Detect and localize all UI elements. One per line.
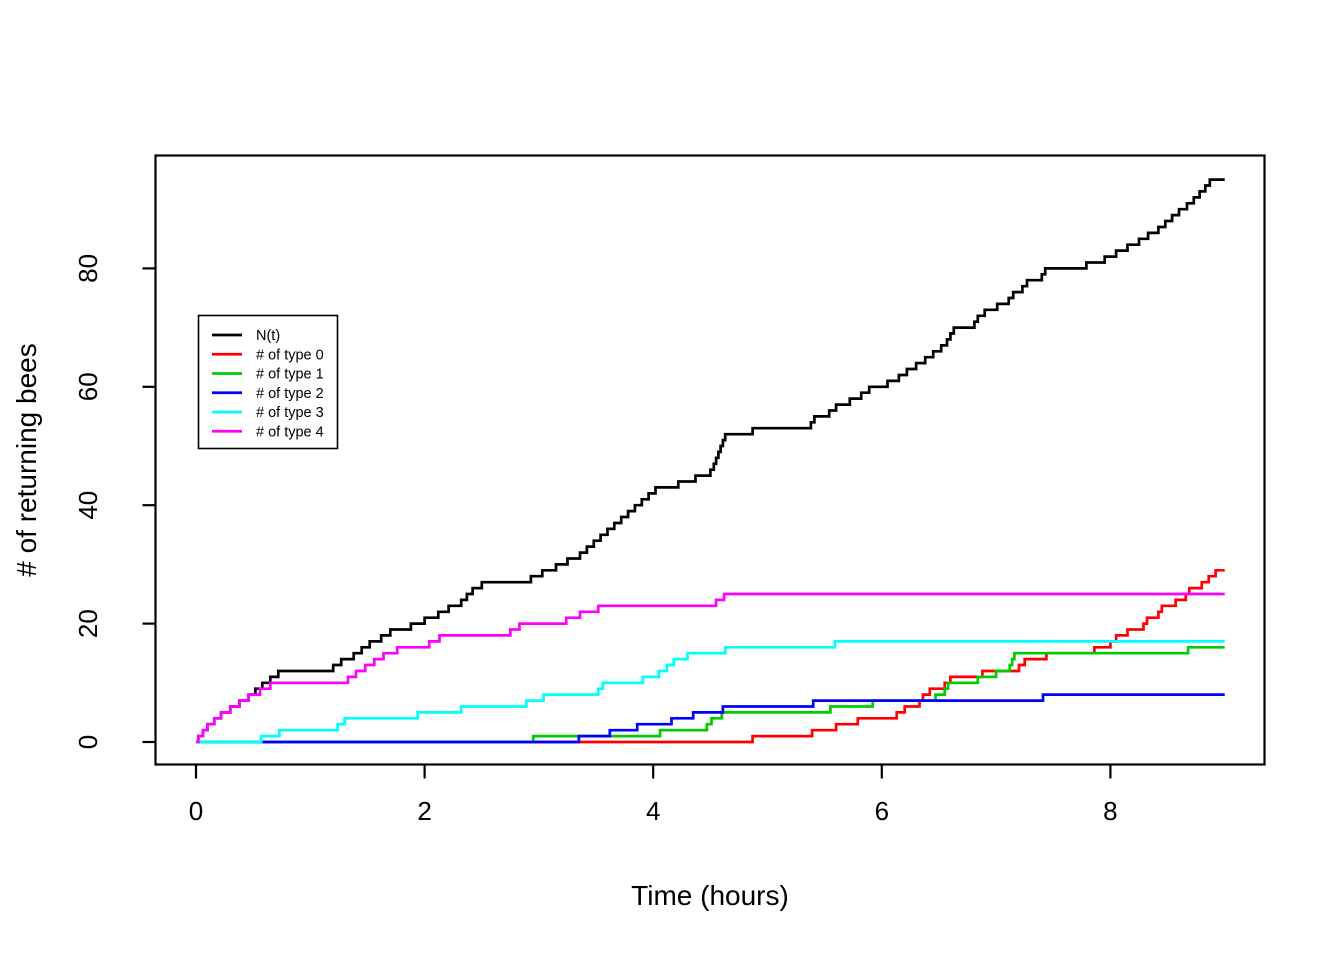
- series-line--of-type-1: [196, 645, 1225, 744]
- y-axis-label: # of returning bees: [11, 343, 42, 577]
- legend: N(t) # of type 0 # of type 1 # of type 2 # o…: [197, 314, 339, 450]
- legend-item: # of type 0: [212, 347, 324, 363]
- x-axis-label: Time (hours): [631, 880, 789, 911]
- y-tick-label: 60: [73, 372, 103, 401]
- legend-item: # of type 3: [212, 405, 324, 421]
- y-tick-label: 0: [73, 735, 103, 749]
- legend-item: # of type 1: [212, 367, 324, 383]
- series-line-n-t-: [196, 178, 1225, 744]
- legend-item: # of type 4: [212, 424, 324, 440]
- series-line--of-type-4: [196, 592, 1225, 744]
- y-tick-label: 20: [73, 609, 103, 638]
- x-tick-label: 4: [646, 796, 660, 826]
- plot-border: [154, 154, 1266, 766]
- legend-item-label: # of type 0: [256, 347, 324, 363]
- y-tick-label: 80: [73, 254, 103, 283]
- series-line--of-type-0: [196, 568, 1225, 744]
- legend-item-label: # of type 3: [256, 405, 324, 421]
- legend-box: [197, 314, 339, 450]
- legend-item-label: N(t): [256, 328, 280, 344]
- legend-item-label: # of type 2: [256, 386, 324, 402]
- legend-item: N(t): [212, 328, 280, 344]
- legend-item: # of type 2: [212, 386, 324, 402]
- legend-item-label: # of type 1: [256, 367, 324, 383]
- x-tick-label: 8: [1103, 796, 1117, 826]
- x-tick-label: 6: [875, 796, 889, 826]
- x-tick-label: 0: [189, 796, 203, 826]
- data-series: [196, 178, 1225, 744]
- series-line--of-type-3: [196, 640, 1225, 744]
- x-tick-label: 2: [417, 796, 431, 826]
- legend-item-label: # of type 4: [256, 424, 324, 440]
- series-line--of-type-2: [196, 693, 1225, 744]
- y-tick-label: 40: [73, 491, 103, 520]
